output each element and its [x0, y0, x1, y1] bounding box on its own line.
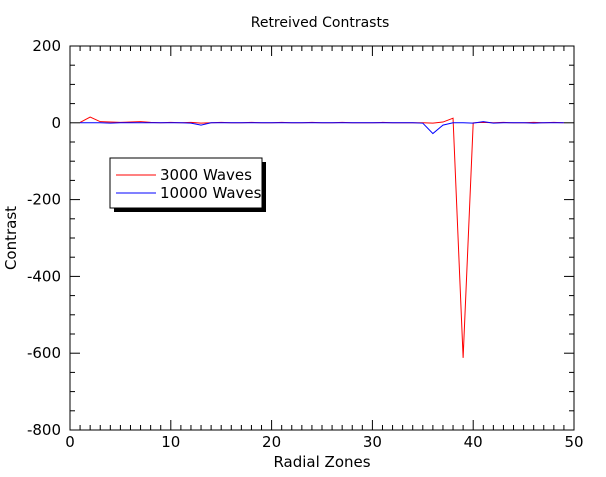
- chart-title: Retreived Contrasts: [251, 15, 390, 31]
- x-axis-tick-labels: 0 10 20 30 40 50: [65, 433, 583, 451]
- x-axis-ticks: [69, 46, 575, 430]
- x-tick-label: 10: [161, 433, 180, 451]
- x-tick-label: 40: [464, 433, 483, 451]
- x-tick-label: 30: [363, 433, 382, 451]
- y-axis-label: Contrast: [2, 206, 20, 270]
- legend: 3000 Waves 10000 Waves: [109, 157, 266, 212]
- plot-frame: [69, 45, 575, 431]
- series-line-10000-waves: [80, 121, 564, 135]
- series-layer: [79, 116, 564, 358]
- legend-label-10000-waves: 10000 Waves: [160, 184, 262, 202]
- y-axis-ticks: [70, 45, 574, 431]
- y-tick-label: -600: [27, 344, 61, 362]
- x-tick-label: 0: [65, 433, 75, 451]
- legend-label-3000-waves: 3000 Waves: [160, 166, 252, 184]
- x-tick-label: 20: [262, 433, 281, 451]
- x-axis-label: Radial Zones: [273, 453, 370, 471]
- y-tick-label: -200: [27, 191, 61, 209]
- y-tick-label: 200: [32, 37, 61, 55]
- y-tick-label: 0: [51, 114, 61, 132]
- y-axis-tick-labels: 200 0 -200 -400 -600 -800: [27, 37, 61, 439]
- legend-box: [109, 157, 263, 209]
- x-tick-label: 50: [564, 433, 583, 451]
- y-tick-label: -400: [27, 267, 61, 285]
- series-line-3000-waves: [79, 116, 564, 358]
- y-tick-label: -800: [27, 421, 61, 439]
